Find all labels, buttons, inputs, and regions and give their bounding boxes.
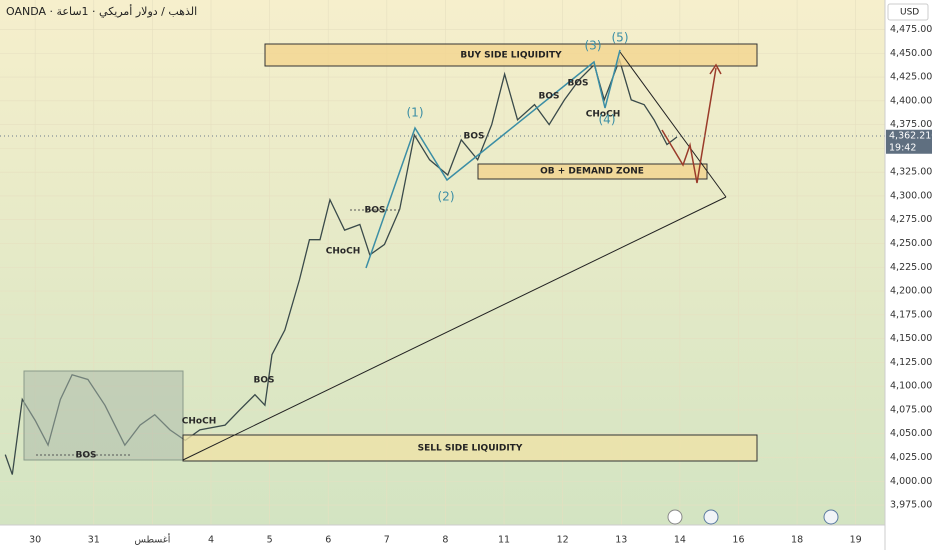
y-tick-label: 4,000.000 [890,476,932,487]
x-tick-label: 19 [850,535,862,546]
y-tick-label: 4,250.000 [890,238,932,249]
y-tick-label: 4,475.000 [890,24,932,35]
y-tick-label: 4,175.000 [890,309,932,320]
zone-label: BUY SIDE LIQUIDITY [460,51,562,61]
wave-label: (1) [407,106,424,120]
wave-line [365,49,621,269]
countdown: 19:42 [889,142,916,153]
x-tick-label: 13 [615,535,627,546]
price-tag-label: 4,362.210 [889,130,932,141]
annotation: BOS [464,132,485,142]
wave-label: (2) [438,190,455,204]
zone-label: OB + DEMAND ZONE [540,167,644,177]
y-tick-label: 4,275.000 [890,214,932,225]
y-tick-label: 4,225.000 [890,262,932,273]
x-tick-label: أغسطس [134,533,170,546]
currency-button[interactable] [887,3,929,21]
x-tick-label: 5 [267,535,273,546]
sell-side-zone [182,434,758,462]
event-icon[interactable] [823,509,839,525]
trend-line [182,196,727,461]
wave-label: (5) [612,31,629,45]
x-tick-label: 8 [442,535,448,546]
event-icon[interactable] [703,509,719,525]
annotation: BOS [539,92,560,102]
zone-label: SELL SIDE LIQUIDITY [418,444,523,454]
x-tick-label: 31 [88,535,100,546]
y-tick-label: 4,025.000 [890,452,932,463]
trend-line [619,51,727,198]
x-tick-label: 12 [557,535,569,546]
x-tick-label: 18 [791,535,803,546]
y-tick-label: 4,125.000 [890,357,932,368]
price-tag [886,129,932,154]
y-tick-label: 4,050.000 [890,428,932,439]
y-tick-label: 4,325.000 [890,167,932,178]
annotation: BOS [365,206,386,216]
annotation: BOS [76,451,97,461]
annotation: BOS [254,376,275,386]
y-tick-label: 4,150.000 [890,333,932,344]
x-tick-label: 30 [29,535,41,546]
x-tick-label: 16 [732,535,744,546]
annotation: CHoCH [326,247,360,257]
y-tick-label: 4,425.000 [890,72,932,83]
y-tick-label: 4,450.000 [890,48,932,59]
annotation: CHoCH [586,110,620,120]
buy-side-zone [264,43,758,67]
x-tick-label: 11 [498,535,510,546]
y-tick-label: 4,375.000 [890,119,932,130]
currency: USD [900,8,919,18]
y-tick-label: 4,100.000 [890,381,932,392]
wave-label: (4) [599,113,616,127]
x-axis-panel [0,525,885,550]
wave-label: (3) [585,39,602,53]
projection [661,67,717,184]
x-tick-label: 14 [674,535,686,546]
y-tick-label: 4,300.000 [890,190,932,201]
y-tick-label: 4,400.000 [890,95,932,106]
y-tick-label: 3,975.000 [890,500,932,511]
y-tick-label: 4,200.000 [890,286,932,297]
chart-title: OANDA · الذهب / دولار أمريكي · 1ساعة [6,4,197,18]
annotation: BOS [568,79,589,89]
x-tick-label: 4 [208,535,214,546]
y-axis-panel [885,0,932,550]
arrow-head [709,63,722,75]
x-tick-label: 7 [384,535,390,546]
event-icon[interactable] [667,509,683,525]
x-tick-label: 6 [325,535,331,546]
annotation: CHoCH [182,417,216,427]
range-box [23,370,184,461]
y-tick-label: 4,075.000 [890,404,932,415]
